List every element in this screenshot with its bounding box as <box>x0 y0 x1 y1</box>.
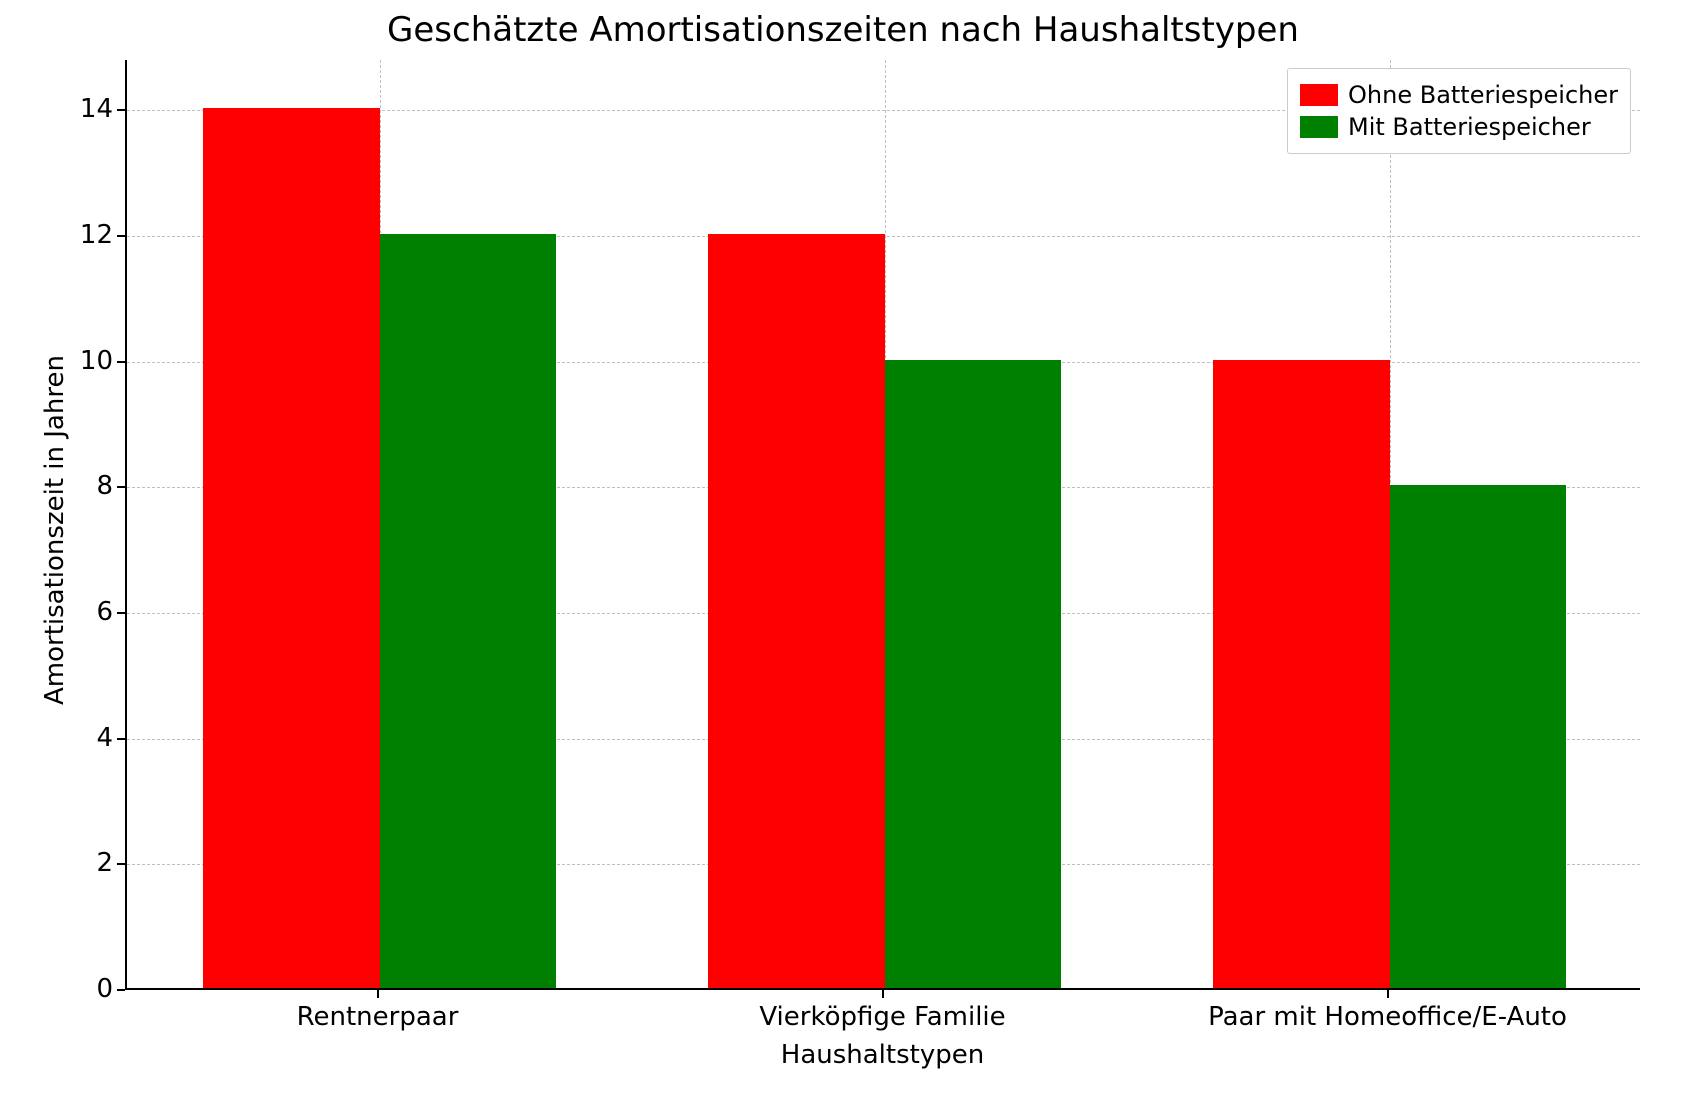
y-axis-label: Amortisationszeit in Jahren <box>40 355 70 705</box>
legend: Ohne Batteriespeicher Mit Batteriespeiche… <box>1287 68 1631 154</box>
chart-title: Geschätzte Amortisationszeiten nach Haus… <box>0 10 1686 50</box>
bar <box>1390 485 1567 988</box>
plot-area <box>125 60 1640 990</box>
xtick-label: Paar mit Homeoffice/E-Auto <box>1138 1002 1638 1032</box>
ytick-label: 8 <box>53 471 113 501</box>
ytick-label: 12 <box>53 220 113 250</box>
ytick-label: 6 <box>53 597 113 627</box>
ytick-label: 2 <box>53 848 113 878</box>
ytick-mark <box>117 109 125 111</box>
chart-container: Geschätzte Amortisationszeiten nach Haus… <box>0 0 1686 1101</box>
bar <box>380 234 557 988</box>
ytick-label: 14 <box>53 94 113 124</box>
xtick-mark <box>882 990 884 998</box>
bar <box>1213 360 1390 988</box>
xtick-label: Vierköpfige Familie <box>633 1002 1133 1032</box>
x-axis-label: Haushaltstypen <box>683 1040 1083 1070</box>
legend-item: Mit Batteriespeicher <box>1300 113 1618 141</box>
bar <box>885 360 1062 988</box>
xtick-mark <box>377 990 379 998</box>
ytick-mark <box>117 738 125 740</box>
legend-label: Mit Batteriespeicher <box>1348 113 1591 141</box>
ytick-label: 10 <box>53 346 113 376</box>
ytick-mark <box>117 235 125 237</box>
bar <box>708 234 885 988</box>
xtick-mark <box>1387 990 1389 998</box>
ytick-mark <box>117 863 125 865</box>
xtick-label: Rentnerpaar <box>128 1002 628 1032</box>
legend-label: Ohne Batteriespeicher <box>1348 81 1618 109</box>
legend-swatch <box>1300 84 1338 106</box>
bar <box>203 108 380 988</box>
ytick-mark <box>117 612 125 614</box>
ytick-mark <box>117 486 125 488</box>
ytick-mark <box>117 989 125 991</box>
ytick-label: 4 <box>53 723 113 753</box>
legend-item: Ohne Batteriespeicher <box>1300 81 1618 109</box>
legend-swatch <box>1300 116 1338 138</box>
ytick-mark <box>117 361 125 363</box>
ytick-label: 0 <box>53 974 113 1004</box>
